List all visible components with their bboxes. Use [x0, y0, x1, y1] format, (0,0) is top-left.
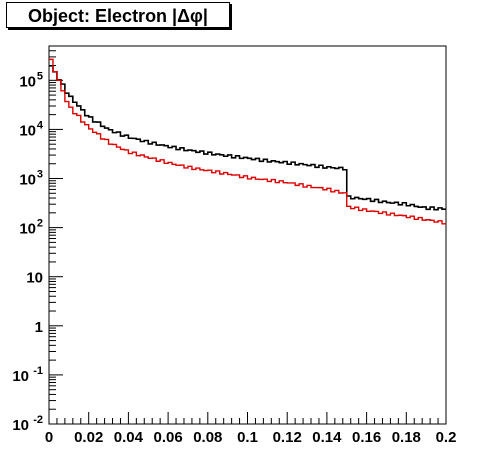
chart-title-box: Object: Electron |Δφ|: [6, 2, 230, 28]
y-tick-label: 1: [35, 319, 43, 336]
series-red-line: [49, 58, 446, 225]
y-tick-exponent: -1: [33, 365, 43, 377]
plot-frame: [48, 45, 447, 425]
y-tick-label: 10: [19, 73, 36, 90]
x-tick-label: 0.18: [392, 429, 421, 446]
y-tick-exponent: -2: [33, 414, 43, 426]
x-tick-label: 0.12: [273, 429, 302, 446]
y-tick-exponent: 4: [37, 119, 44, 131]
series-black-line: [49, 65, 446, 211]
y-tick-label: 10: [26, 270, 43, 287]
x-tick-label: 0: [45, 429, 53, 446]
chart-title: Object: Electron |Δφ|: [28, 6, 208, 26]
y-tick-label: 10: [19, 221, 36, 238]
x-tick-label: 0.06: [153, 429, 182, 446]
y-tick-label: 10: [12, 417, 29, 434]
y-tick-exponent: 2: [37, 218, 43, 230]
x-tick-label: 0.14: [312, 429, 342, 446]
x-tick-label: 0.16: [352, 429, 381, 446]
x-tick-label: 0.2: [436, 429, 457, 446]
x-tick-label: 0.08: [193, 429, 222, 446]
y-tick-label: 10: [19, 172, 36, 189]
x-tick-label: 0.04: [114, 429, 144, 446]
y-tick-exponent: 5: [37, 70, 43, 82]
y-tick-exponent: 3: [37, 169, 43, 181]
x-tick-label: 0.1: [237, 429, 258, 446]
y-tick-label: 10: [12, 368, 29, 385]
y-tick-label: 10: [19, 122, 36, 139]
x-tick-label: 0.02: [74, 429, 103, 446]
